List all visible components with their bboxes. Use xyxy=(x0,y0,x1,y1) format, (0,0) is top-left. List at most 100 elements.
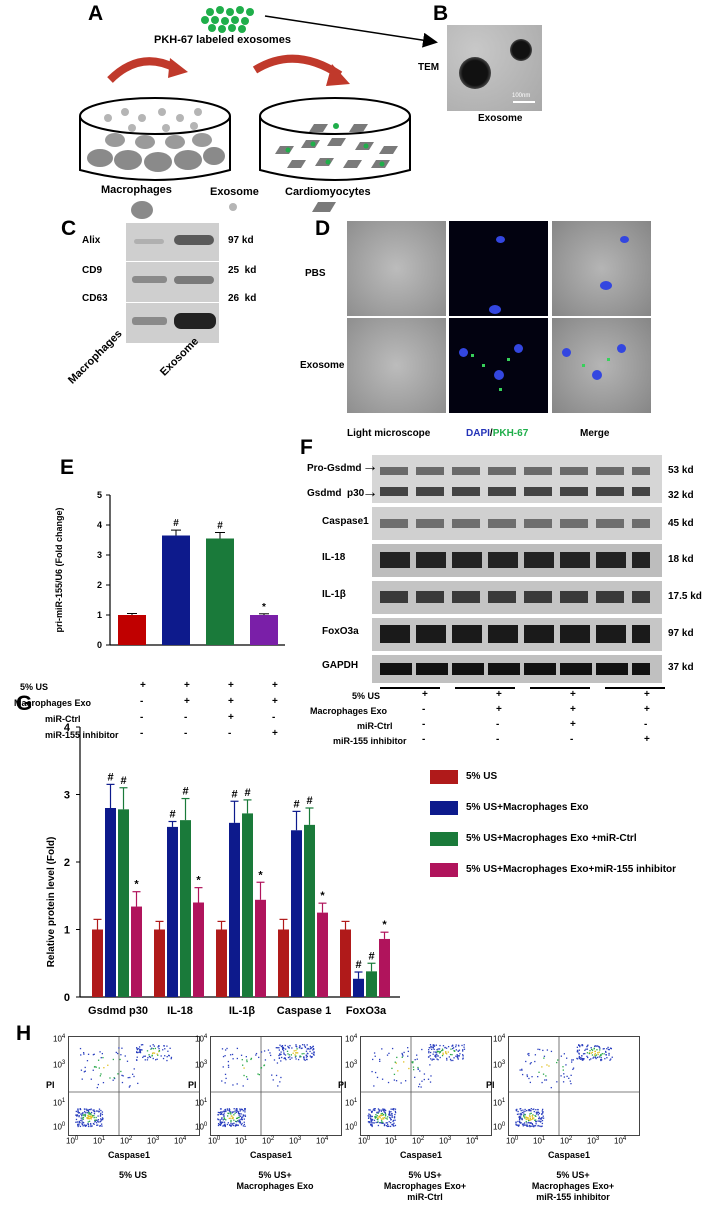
e-condition-sign: - xyxy=(140,712,144,723)
f-condition-sign: - xyxy=(422,704,426,715)
g-significance-mark: # xyxy=(306,795,312,807)
flow-x-tick-base: 10 xyxy=(439,1136,448,1146)
tem-caption: Exosome xyxy=(478,113,523,124)
g-significance-mark: * xyxy=(258,869,263,881)
e-condition-sign: + xyxy=(272,680,278,691)
flow-y-tick: 100 xyxy=(195,1122,207,1132)
flow-x-tick: 101 xyxy=(533,1136,545,1146)
gsdmd-p30-arrow: → xyxy=(362,484,378,501)
g-significance-mark: # xyxy=(120,775,126,787)
flow-caption-line: Macrophages Exo+ xyxy=(531,1181,615,1191)
g-bar xyxy=(105,808,116,997)
col-merge: Merge xyxy=(580,428,610,439)
flow-y-tick-base: 10 xyxy=(53,1060,62,1070)
g-bar xyxy=(216,929,227,997)
flow-x-tick-exp: 4 xyxy=(324,1136,329,1142)
flow-x-tick-exp: 3 xyxy=(155,1136,160,1142)
exosome-legend-icon xyxy=(229,203,237,211)
g-bar xyxy=(340,929,351,997)
e-condition-label: Macrophages Exo xyxy=(14,698,92,708)
flow-y-tick-base: 10 xyxy=(493,1034,502,1044)
flow-plot-scatter xyxy=(69,1037,199,1135)
g-significance-mark: # xyxy=(182,786,188,798)
e-condition-sign: - xyxy=(140,696,144,707)
f-condition-sign: - xyxy=(570,734,574,745)
g-significance-mark: * xyxy=(134,879,139,891)
flow-y-tick-base: 10 xyxy=(345,1034,354,1044)
lane-label-macrophages: Macrophages xyxy=(66,327,125,387)
flow-y-tick-base: 10 xyxy=(345,1122,354,1132)
blot-c-row-0: Alix xyxy=(82,235,101,246)
exosome-particle-small xyxy=(510,39,532,61)
flow-x-tick: 102 xyxy=(120,1136,132,1146)
flow-x-label: Caspase1 xyxy=(548,1150,591,1160)
legend-cardiomyocytes: Cardiomyocytes xyxy=(285,186,371,198)
flow-x-tick-exp: 4 xyxy=(182,1136,187,1142)
g-legend-swatch xyxy=(430,770,458,784)
flow-y-tick-exp: 4 xyxy=(501,1034,506,1040)
blot-c-row-2: CD63 xyxy=(82,293,108,304)
flow-y-tick: 103 xyxy=(53,1060,65,1070)
flow-y-label: PI xyxy=(338,1080,347,1090)
flow-x-tick-exp: 2 xyxy=(270,1136,275,1142)
flow-y-tick: 100 xyxy=(493,1122,505,1132)
e-y-axis-label: pri-miR-155/U6 (Fold change) xyxy=(54,507,64,632)
macrophage-legend-icon xyxy=(131,201,153,219)
flow-x-tick-exp: 3 xyxy=(595,1136,600,1142)
g-bar xyxy=(118,809,129,997)
f-condition-sign: + xyxy=(422,689,428,700)
flow-y-tick-exp: 4 xyxy=(203,1034,208,1040)
e-y-tick-label: 4 xyxy=(97,520,102,530)
flow-x-tick-base: 10 xyxy=(208,1136,217,1146)
panel-e-chart: 0 1 2 3 4 5 pri-miR-155/U6 (Fold change) # # * xyxy=(54,490,285,650)
g-y-axis-label: Relative protein level (Fold) xyxy=(46,837,57,968)
flow-y-tick-base: 10 xyxy=(195,1034,204,1044)
flow-x-tick: 101 xyxy=(235,1136,247,1146)
g-significance-mark: # xyxy=(231,788,237,800)
flow-x-tick-exp: 4 xyxy=(622,1136,627,1142)
blot-f-gapdh xyxy=(372,655,662,683)
flow-x-tick-exp: 1 xyxy=(243,1136,248,1142)
flow-y-tick-exp: 0 xyxy=(501,1122,506,1128)
e-condition-sign: - xyxy=(140,728,144,739)
f-band-name: IL-1β xyxy=(322,589,346,600)
flow-y-tick-exp: 3 xyxy=(353,1060,358,1066)
flow-x-tick-base: 10 xyxy=(66,1136,75,1146)
flow-x-tick: 101 xyxy=(93,1136,105,1146)
panel-label-a: A xyxy=(88,2,104,25)
f-band-name: FoxO3a xyxy=(322,626,359,637)
flow-y-tick: 104 xyxy=(345,1034,357,1044)
g-significance-mark: # xyxy=(107,771,113,783)
f-condition-sign: + xyxy=(644,689,650,700)
flow-x-tick-base: 10 xyxy=(147,1136,156,1146)
flow-x-label: Caspase1 xyxy=(108,1150,151,1160)
flow-x-tick-base: 10 xyxy=(412,1136,421,1146)
flow-y-tick: 101 xyxy=(53,1098,65,1108)
cardiomyocyte-dish xyxy=(259,97,411,181)
flow-caption-line: 5% US+ xyxy=(408,1170,442,1180)
panel-label-f: F xyxy=(300,436,313,459)
e-y-tick-label: 1 xyxy=(97,610,102,620)
flow-x-tick: 102 xyxy=(262,1136,274,1146)
flow-plot-box xyxy=(508,1036,640,1136)
micro-exo-dapi xyxy=(449,318,548,413)
flow-plot-scatter xyxy=(509,1037,639,1135)
e-y-tick-label: 5 xyxy=(97,490,102,500)
tem-image: 100nm xyxy=(447,25,542,111)
legend-exosome: Exosome xyxy=(210,186,259,198)
e-condition-label: miR-155 inhibitor xyxy=(45,730,119,740)
e-condition-sign: + xyxy=(184,696,190,707)
flow-caption-line: Macrophages Exo+ xyxy=(383,1181,467,1191)
g-bar xyxy=(131,906,142,997)
flow-caption-line: 5% US xyxy=(118,1170,147,1180)
panel-label-d: D xyxy=(315,217,331,240)
flow-x-tick-exp: 3 xyxy=(447,1136,452,1142)
f-band-kd: 97 kd xyxy=(668,628,694,639)
flow-y-tick: 100 xyxy=(345,1122,357,1132)
blot-f-il18 xyxy=(372,544,662,577)
micro-exo-light xyxy=(347,318,446,413)
g-category-label: IL-18 xyxy=(167,1005,193,1017)
g-significance-mark: # xyxy=(244,787,250,799)
panel-label-c: C xyxy=(61,217,77,240)
f-band-kd: 45 kd xyxy=(668,518,694,529)
